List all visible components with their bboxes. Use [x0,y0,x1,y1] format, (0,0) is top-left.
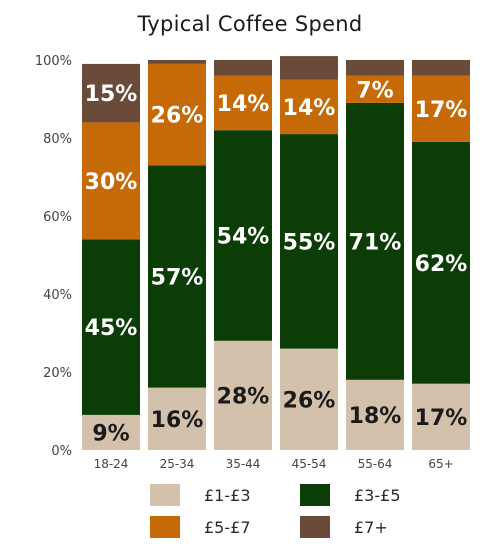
data-label: 17% [415,406,468,431]
bar-segment [82,63,140,123]
legend-swatch-1-3 [150,484,180,506]
data-label: 62% [415,252,468,277]
x-tick-label: 55-64 [358,457,393,471]
x-tick-label: 35-44 [226,457,261,471]
bar-segment [280,134,338,349]
data-label: 26% [151,104,204,129]
bar-segment [280,348,338,450]
legend-swatch-7-plus [300,516,330,538]
legend-label-3-5: £3-£5 [354,485,401,505]
x-tick-label: 18-24 [94,457,129,471]
legend-swatch-5-7 [150,516,180,538]
y-tick-label: 60% [43,210,72,225]
data-label: 54% [217,225,270,250]
bar-segment [346,75,404,103]
data-label: 26% [283,388,336,413]
bar-segment [412,383,470,450]
y-tick-label: 40% [43,288,72,303]
bar-segment [82,239,140,415]
data-label: 18% [349,404,402,429]
bar-segment [412,60,470,76]
bar-segment [214,75,272,131]
bar-segment [280,79,338,135]
data-label: 55% [283,230,336,255]
bar-segment [148,63,206,166]
bar-segment [214,60,272,76]
bar-segment [148,165,206,388]
y-tick-label: 80% [43,132,72,147]
x-tick-label: 25-34 [160,457,195,471]
bar-segment [412,141,470,384]
legend-label-7-plus: £7+ [354,517,388,537]
data-label: 15% [85,82,138,107]
data-label: 71% [349,230,402,255]
legend: £1-£3 £3-£5 £5-£7 £7+ [0,478,500,544]
legend-label-5-7: £5-£7 [204,517,251,537]
legend-item-7-plus: £7+ [300,516,388,538]
y-tick-label: 0% [51,444,72,459]
data-label: 7% [356,78,393,103]
legend-label-1-3: £1-£3 [204,485,251,505]
bar-segment [214,340,272,450]
bar-segment [346,60,404,76]
bar-segment [82,414,140,450]
bar-segment [148,387,206,450]
bar-segment [346,102,404,380]
bar-segment [148,60,206,64]
bar-segment [280,56,338,80]
x-tick-label: 65+ [428,457,453,471]
bar-segment [412,75,470,142]
data-label: 16% [151,408,204,433]
bar-segment [346,379,404,450]
data-label: 57% [151,265,204,290]
bar-segment [214,130,272,341]
data-label: 30% [85,170,138,195]
data-label: 14% [283,96,336,121]
x-tick-label: 45-54 [292,457,327,471]
legend-swatch-3-5 [300,484,330,506]
data-label: 17% [415,98,468,123]
data-label: 28% [217,384,270,409]
stacked-bar-chart: 0% 20% 40% 60% 80% 100% 9% 45% 30% 15% 18-24 16% 57%… [35,54,470,471]
chart-title: Typical Coffee Spend [137,12,363,36]
data-label: 45% [85,316,138,341]
y-tick-label: 20% [43,366,72,381]
data-label: 9% [92,421,129,446]
bar-segment [82,122,140,240]
legend-item-3-5: £3-£5 [300,484,401,506]
y-tick-label: 100% [35,54,72,69]
data-label: 14% [217,92,270,117]
legend-item-1-3: £1-£3 [150,484,251,506]
legend-item-5-7: £5-£7 [150,516,251,538]
